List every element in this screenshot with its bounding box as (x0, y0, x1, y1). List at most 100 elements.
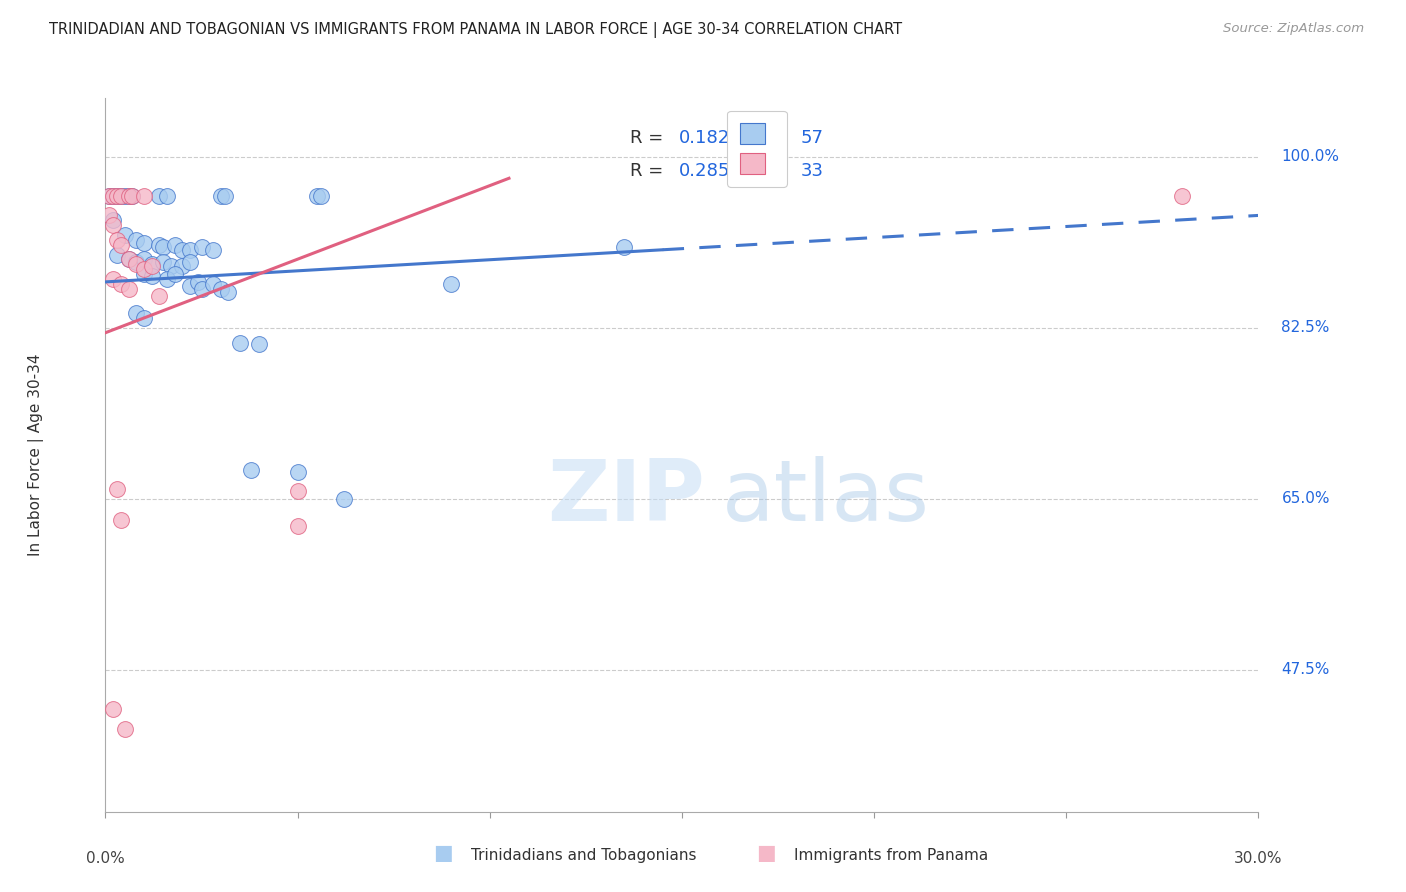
Point (117, 189, 139, 203)
Point (101, 189, 124, 203)
Point (240, 462, 263, 476)
Point (114, 189, 136, 203)
Point (105, 189, 128, 203)
Point (117, 282, 139, 296)
Point (214, 189, 236, 203)
Point (132, 262, 155, 277)
Text: N =: N = (740, 129, 792, 147)
Point (110, 189, 132, 203)
Point (179, 278, 201, 293)
Point (1170, 189, 1192, 203)
Point (141, 268, 163, 283)
Point (101, 702, 124, 716)
Point (190, 282, 212, 296)
Point (187, 275, 209, 289)
Text: ■: ■ (756, 844, 776, 863)
Legend: , : , (727, 111, 786, 186)
Text: R =: R = (630, 129, 669, 147)
Point (117, 189, 139, 203)
Point (141, 257, 163, 271)
Point (101, 213, 124, 227)
Text: Trinidadians and Tobagonians: Trinidadians and Tobagonians (471, 848, 696, 863)
Point (309, 189, 332, 203)
Point (117, 252, 139, 267)
Point (132, 252, 155, 267)
Text: Source: ZipAtlas.com: Source: ZipAtlas.com (1223, 22, 1364, 36)
Point (287, 519, 309, 533)
Text: In Labor Force | Age 30-34: In Labor Force | Age 30-34 (28, 353, 44, 557)
Point (132, 311, 155, 326)
Point (152, 255, 174, 269)
Point (179, 243, 201, 257)
Point (101, 218, 124, 232)
Point (114, 722, 136, 736)
Text: N =: N = (740, 162, 792, 180)
Point (98, 189, 121, 203)
Point (247, 337, 270, 351)
Point (117, 252, 139, 267)
Point (125, 257, 148, 271)
Point (179, 255, 201, 269)
Point (98, 209, 121, 223)
Point (110, 277, 132, 291)
Point (101, 272, 124, 286)
Text: 100.0%: 100.0% (1281, 149, 1340, 164)
Text: 0.0%: 0.0% (86, 851, 125, 866)
Point (440, 277, 463, 291)
Point (305, 189, 328, 203)
Point (110, 189, 132, 203)
Point (156, 189, 179, 203)
Point (110, 513, 132, 527)
Text: 82.5%: 82.5% (1281, 320, 1330, 335)
Point (105, 482, 128, 496)
Text: 47.5%: 47.5% (1281, 663, 1330, 678)
Point (159, 259, 181, 273)
Text: ZIP: ZIP (547, 456, 704, 540)
Point (202, 243, 225, 257)
Point (332, 491, 354, 506)
Point (209, 282, 232, 296)
Point (613, 240, 636, 254)
Text: R =: R = (630, 162, 669, 180)
Text: atlas: atlas (723, 456, 931, 540)
Text: 0.285: 0.285 (679, 162, 730, 180)
Point (152, 240, 174, 254)
Point (114, 227, 136, 242)
Point (287, 484, 309, 499)
Point (156, 272, 179, 286)
Text: Immigrants from Panama: Immigrants from Panama (794, 848, 988, 863)
Point (287, 465, 309, 479)
Point (105, 233, 128, 247)
Point (121, 189, 143, 203)
Point (125, 233, 148, 247)
Point (148, 288, 170, 302)
Text: TRINIDADIAN AND TOBAGONIAN VS IMMIGRANTS FROM PANAMA IN LABOR FORCE | AGE 30-34 : TRINIDADIAN AND TOBAGONIAN VS IMMIGRANTS… (49, 22, 903, 38)
Point (163, 267, 186, 281)
Point (121, 189, 143, 203)
Text: ■: ■ (433, 844, 453, 863)
Point (132, 189, 155, 203)
Text: 65.0%: 65.0% (1281, 491, 1330, 507)
Point (163, 237, 186, 252)
Point (229, 335, 252, 350)
Point (190, 240, 212, 254)
Point (172, 259, 194, 273)
Point (125, 306, 148, 320)
Point (105, 189, 128, 203)
Point (141, 259, 163, 273)
Point (202, 277, 225, 291)
Point (110, 237, 132, 252)
Text: 30.0%: 30.0% (1234, 851, 1282, 866)
Point (105, 247, 128, 261)
Point (209, 189, 232, 203)
Point (148, 237, 170, 252)
Point (132, 235, 155, 250)
Point (132, 267, 155, 281)
Point (125, 255, 148, 269)
Point (172, 243, 194, 257)
Text: 57: 57 (800, 129, 824, 147)
Text: 33: 33 (800, 162, 824, 180)
Text: 0.182: 0.182 (679, 129, 730, 147)
Point (148, 189, 170, 203)
Point (101, 189, 124, 203)
